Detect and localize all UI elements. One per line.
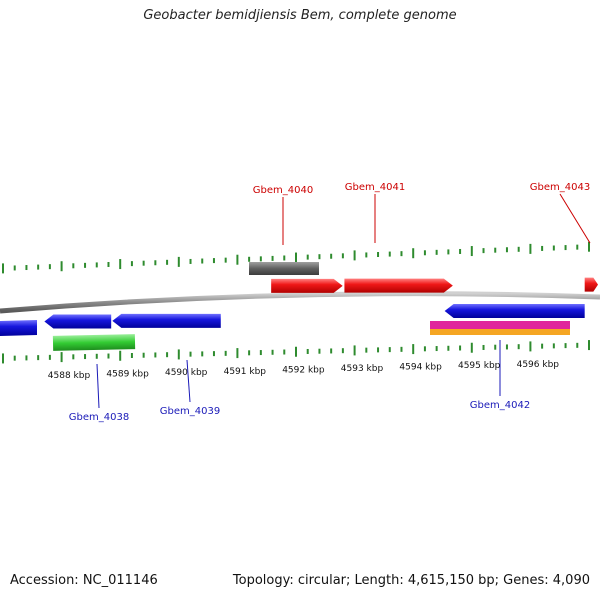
- gene-label[interactable]: Gbem_4043: [530, 182, 590, 193]
- gene-arrow-partial[interactable]: [0, 320, 37, 336]
- gene-arrow[interactable]: [344, 278, 453, 293]
- dna-backbone: [0, 291, 600, 314]
- upper-tick-marks: [2, 241, 590, 274]
- gene-label-leader: [186, 359, 191, 403]
- tick-labels: 4588 kbp 4589 kbp 4590 kbp 4591 kbp 4592 kbp…: [48, 360, 559, 381]
- gene-arrow[interactable]: [112, 313, 221, 328]
- gene-arrow[interactable]: [444, 304, 585, 318]
- tick-label: 4593 kbp: [341, 364, 384, 374]
- accession-label: Accession: NC_011146: [10, 573, 158, 588]
- gene-label[interactable]: Gbem_4042: [470, 400, 530, 411]
- gene-arrow[interactable]: [271, 278, 343, 293]
- lower-tick-marks: [2, 340, 590, 364]
- misc-feature-bar-magenta[interactable]: [430, 321, 570, 329]
- gene-label-leader: [96, 363, 100, 409]
- tick-label: 4589 kbp: [106, 370, 149, 380]
- gene-arrow[interactable]: [584, 277, 598, 292]
- misc-feature-bar-orange[interactable]: [430, 329, 570, 335]
- gene-label[interactable]: Gbem_4038: [69, 412, 129, 423]
- gene-labels: Gbem_4038 Gbem_4039 Gbem_4040 Gbem_4041 Gbem…: [69, 182, 591, 423]
- gene-label[interactable]: Gbem_4041: [345, 182, 405, 193]
- genome-title: Geobacter bemidjiensis Bem, complete gen…: [143, 8, 457, 23]
- gene-label[interactable]: Gbem_4039: [160, 406, 220, 417]
- gene-arrow[interactable]: [44, 314, 112, 329]
- misc-feature-bar-green[interactable]: [52, 334, 136, 351]
- tick-label: 4592 kbp: [282, 365, 325, 375]
- tick-label: 4590 kbp: [165, 368, 208, 378]
- tick-label: 4591 kbp: [224, 367, 267, 377]
- tick-label: 4588 kbp: [48, 371, 91, 381]
- genome-summary-label: Topology: circular; Length: 4,615,150 bp…: [232, 573, 590, 588]
- tick-label: 4596 kbp: [517, 360, 560, 370]
- tick-label: 4595 kbp: [458, 361, 501, 371]
- tick-label: 4594 kbp: [399, 363, 442, 373]
- rna-feature-bar[interactable]: [249, 262, 319, 275]
- gene-label-leader: [559, 193, 591, 244]
- gene-label[interactable]: Gbem_4040: [253, 185, 313, 196]
- gene-arrows: [0, 277, 598, 336]
